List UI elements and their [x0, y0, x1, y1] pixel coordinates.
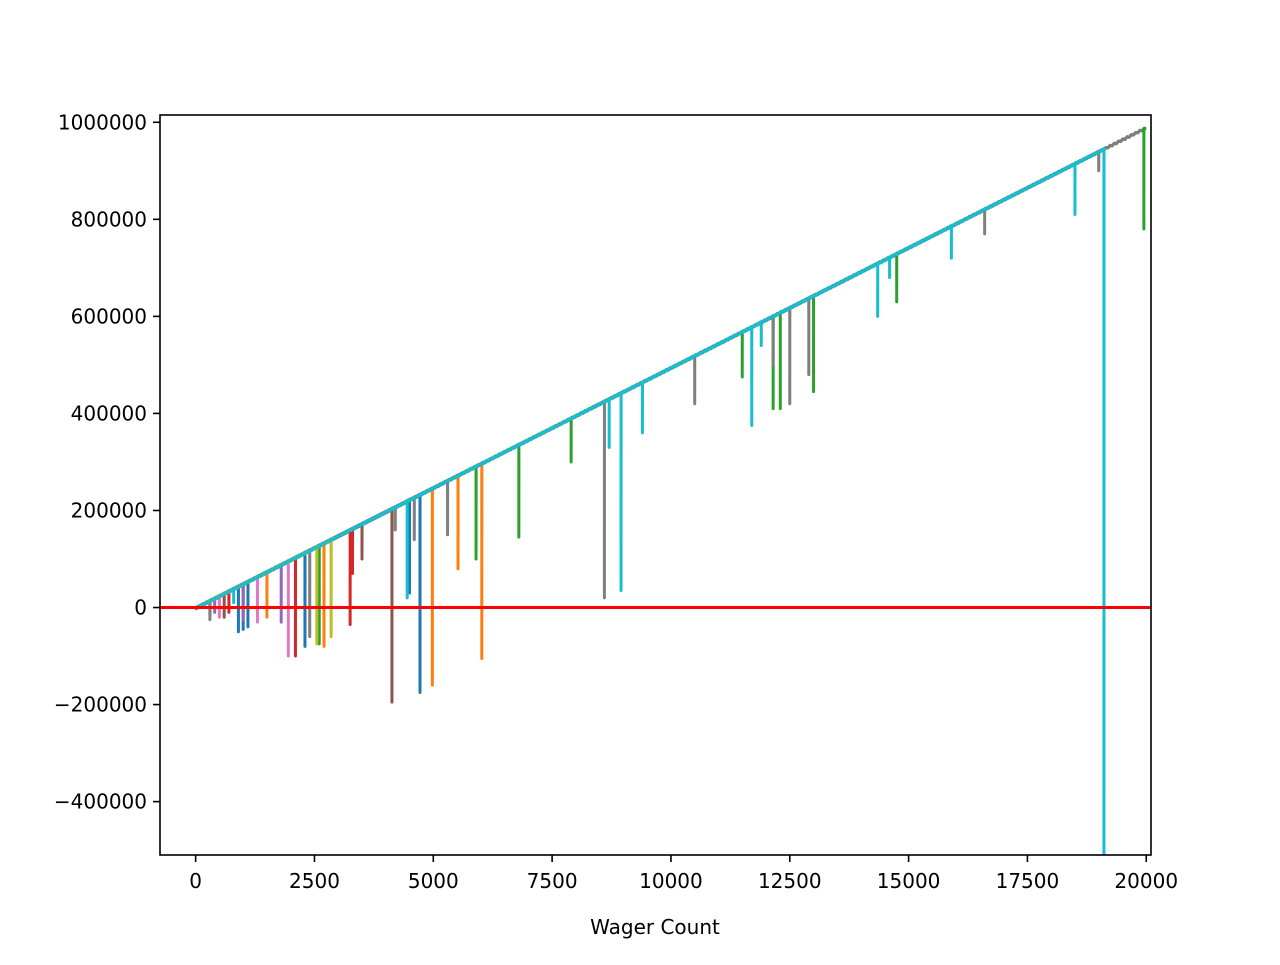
- x-tick-label: 17500: [996, 869, 1060, 893]
- series-layer: [194, 126, 1148, 855]
- x-tick-label: 20000: [1114, 869, 1178, 893]
- x-tick-label: 7500: [527, 869, 578, 893]
- y-tick-label: 0: [134, 596, 147, 620]
- x-tick-label: 10000: [639, 869, 703, 893]
- y-tick-label: 1000000: [58, 110, 147, 134]
- x-tick-label: 2500: [289, 869, 340, 893]
- plot-area: [160, 115, 1151, 855]
- y-tick-label: 400000: [71, 401, 147, 425]
- x-tick-label: 0: [189, 869, 202, 893]
- y-tick-label: 600000: [71, 304, 147, 328]
- y-tick-label: 800000: [71, 207, 147, 231]
- x-tick-label: 5000: [408, 869, 459, 893]
- x-tick-label: 15000: [877, 869, 941, 893]
- y-tick-label: 200000: [71, 498, 147, 522]
- y-axis-ticks: −400000 −200000 0 200000 400000 600000 800000 1…: [54, 110, 160, 814]
- y-tick-label: −200000: [54, 693, 147, 717]
- x-axis-ticks: 0 2500 5000 7500 10000 12500 15000 17500 20000: [189, 855, 1178, 893]
- x-axis-label: Wager Count: [590, 915, 720, 939]
- y-tick-label: −400000: [54, 790, 147, 814]
- series-line-10: [194, 146, 1108, 855]
- x-tick-label: 12500: [758, 869, 822, 893]
- plot-frame: [159, 114, 1152, 856]
